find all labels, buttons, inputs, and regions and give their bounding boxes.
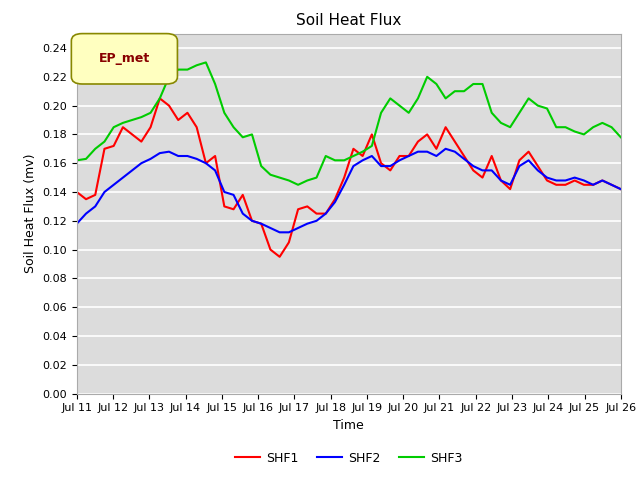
SHF1 [433,146,440,152]
SHF2 [211,168,219,173]
SHF3 [257,163,265,169]
SHF2 [617,186,625,192]
SHF1 [239,192,246,198]
SHF3 [294,182,302,188]
FancyBboxPatch shape [72,34,177,84]
SHF3 [202,60,210,65]
SHF3 [221,110,228,116]
SHF3 [267,172,275,178]
SHF2 [248,218,256,224]
SHF2 [257,221,265,227]
SHF1 [617,186,625,192]
SHF3 [617,134,625,140]
SHF1 [221,204,228,209]
SHF2 [73,221,81,227]
SHF2 [165,149,173,155]
SHF3 [73,157,81,163]
SHF1 [156,96,164,101]
SHF1 [257,221,265,227]
SHF2 [423,149,431,155]
SHF3 [239,134,246,140]
Text: EP_met: EP_met [99,51,150,65]
Legend: SHF1, SHF2, SHF3: SHF1, SHF2, SHF3 [230,447,468,469]
SHF1 [267,247,275,252]
Line: SHF3: SHF3 [77,62,621,185]
SHF1 [73,189,81,195]
Line: SHF2: SHF2 [77,149,621,232]
X-axis label: Time: Time [333,419,364,432]
Title: Soil Heat Flux: Soil Heat Flux [296,13,401,28]
SHF2 [276,229,284,235]
SHF3 [433,81,440,87]
Y-axis label: Soil Heat Flux (mv): Soil Heat Flux (mv) [24,154,36,273]
SHF1 [276,254,284,260]
SHF1 [174,117,182,123]
SHF2 [230,192,237,198]
Line: SHF1: SHF1 [77,98,621,257]
SHF2 [442,146,449,152]
SHF3 [165,74,173,80]
